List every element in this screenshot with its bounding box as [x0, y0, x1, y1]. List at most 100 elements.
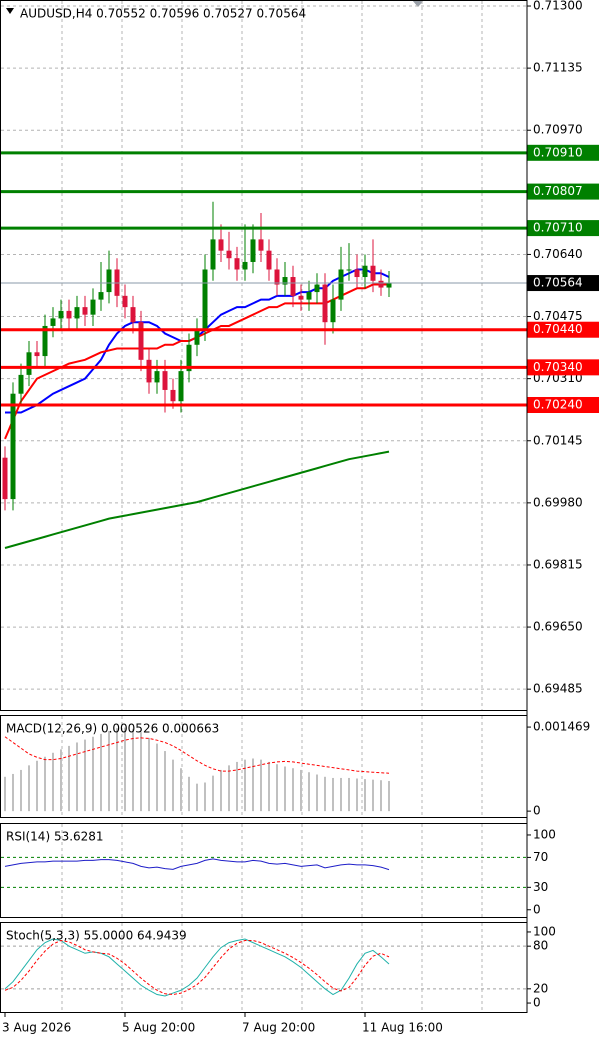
candle-body — [362, 265, 368, 278]
histogram-bar — [188, 776, 190, 812]
candle-body — [322, 284, 328, 323]
candle-body — [314, 284, 320, 293]
level-label-box — [527, 183, 599, 200]
candle-body — [250, 239, 256, 262]
panel-title: AUDUSD,H4 0.70552 0.70596 0.70527 0.7056… — [20, 7, 306, 21]
y-tick-label: 0.71300 — [533, 0, 583, 13]
candle-body — [42, 325, 48, 357]
last-price-box — [527, 275, 599, 292]
histogram-bar — [20, 769, 22, 812]
x-tick-label: 11 Aug 16:00 — [362, 1021, 443, 1035]
histogram-bar — [164, 751, 166, 812]
panel-title: RSI(14) 53.6281 — [6, 830, 104, 844]
histogram-bar — [44, 756, 46, 812]
histogram-bar — [196, 783, 198, 812]
candle-body — [354, 269, 360, 278]
y-tick-label: 0.70475 — [533, 309, 583, 323]
histogram-bar — [332, 777, 334, 812]
level-label: 0.70440 — [533, 322, 583, 336]
candle-body — [74, 307, 80, 319]
level-label-box — [527, 144, 599, 161]
histogram-bar — [180, 768, 182, 812]
candle-body — [154, 371, 160, 383]
histogram-bar — [260, 759, 262, 812]
level-label-box — [527, 396, 599, 413]
histogram-bar — [300, 769, 302, 812]
candle-body — [82, 307, 88, 315]
histogram-bar — [108, 731, 110, 812]
histogram-bar — [268, 761, 270, 812]
candle-body — [130, 307, 136, 323]
candle-body — [194, 329, 200, 345]
histogram-bar — [308, 772, 310, 812]
histogram-bar — [92, 736, 94, 812]
y-tick-label: 0.001469 — [533, 720, 590, 734]
panel-title: Stoch(5,3,3) 55.0000 64.9439 — [6, 929, 187, 943]
y-tick-label: 0.70145 — [533, 433, 583, 447]
histogram-bar — [372, 779, 374, 812]
candle-body — [274, 269, 280, 285]
histogram-bar — [236, 761, 238, 812]
histogram-bar — [252, 758, 254, 812]
histogram-bar — [156, 743, 158, 812]
level-label: 0.70340 — [533, 360, 583, 374]
y-tick-label: 0.71135 — [533, 61, 583, 75]
indicator-line — [4, 939, 390, 996]
candle-body — [90, 299, 96, 315]
candle-body — [378, 280, 384, 288]
candle-body — [170, 389, 176, 402]
candle-body — [138, 322, 144, 360]
histogram-bar — [84, 739, 86, 812]
candle-body — [66, 310, 72, 319]
candle-body — [258, 239, 264, 251]
candle-body — [338, 269, 344, 300]
candle-body — [266, 250, 272, 270]
candle-body — [298, 295, 304, 300]
y-tick-label: 0 — [533, 804, 541, 818]
candle-body — [106, 269, 112, 293]
candle-body — [202, 269, 208, 330]
y-tick-label: 0.69815 — [533, 557, 583, 571]
indicator-line — [4, 736, 390, 774]
y-tick-label: 0 — [533, 996, 541, 1010]
histogram-bar — [4, 776, 6, 812]
histogram-bar — [244, 759, 246, 812]
histogram-bar — [148, 737, 150, 812]
histogram-bar — [132, 728, 134, 812]
level-label: 0.70240 — [533, 397, 583, 411]
level-label: 0.70710 — [533, 221, 583, 235]
histogram-bar — [116, 728, 118, 812]
candle-body — [290, 277, 296, 296]
candle-body — [210, 239, 216, 270]
level-label: 0.70910 — [533, 145, 583, 159]
candle-body — [386, 283, 392, 288]
histogram-bar — [388, 781, 390, 812]
y-tick-label: 70 — [533, 850, 548, 864]
histogram-bar — [324, 776, 326, 812]
candle-body — [370, 265, 376, 281]
candle-body — [282, 277, 288, 285]
panel-title: MACD(12,26,9) 0.000526 0.000663 — [6, 722, 219, 736]
histogram-bar — [316, 774, 318, 812]
x-tick-label: 5 Aug 20:00 — [122, 1021, 195, 1035]
level-label-box — [527, 321, 599, 338]
candle-body — [2, 457, 8, 500]
histogram-bar — [364, 779, 366, 812]
candle-body — [10, 393, 16, 500]
histogram-bar — [60, 749, 62, 812]
histogram-bar — [348, 777, 350, 812]
histogram-bar — [36, 760, 38, 812]
candle-body — [26, 352, 32, 375]
candle-body — [330, 299, 336, 323]
y-tick-label: 100 — [533, 827, 556, 841]
candle-body — [306, 292, 312, 300]
indicator-line — [4, 938, 390, 997]
candle-body — [98, 292, 104, 300]
chart-shift-marker — [412, 0, 424, 7]
histogram-bar — [212, 775, 214, 812]
histogram-bar — [228, 765, 230, 812]
candle-body — [34, 352, 40, 357]
y-tick-label: 80 — [533, 939, 548, 953]
